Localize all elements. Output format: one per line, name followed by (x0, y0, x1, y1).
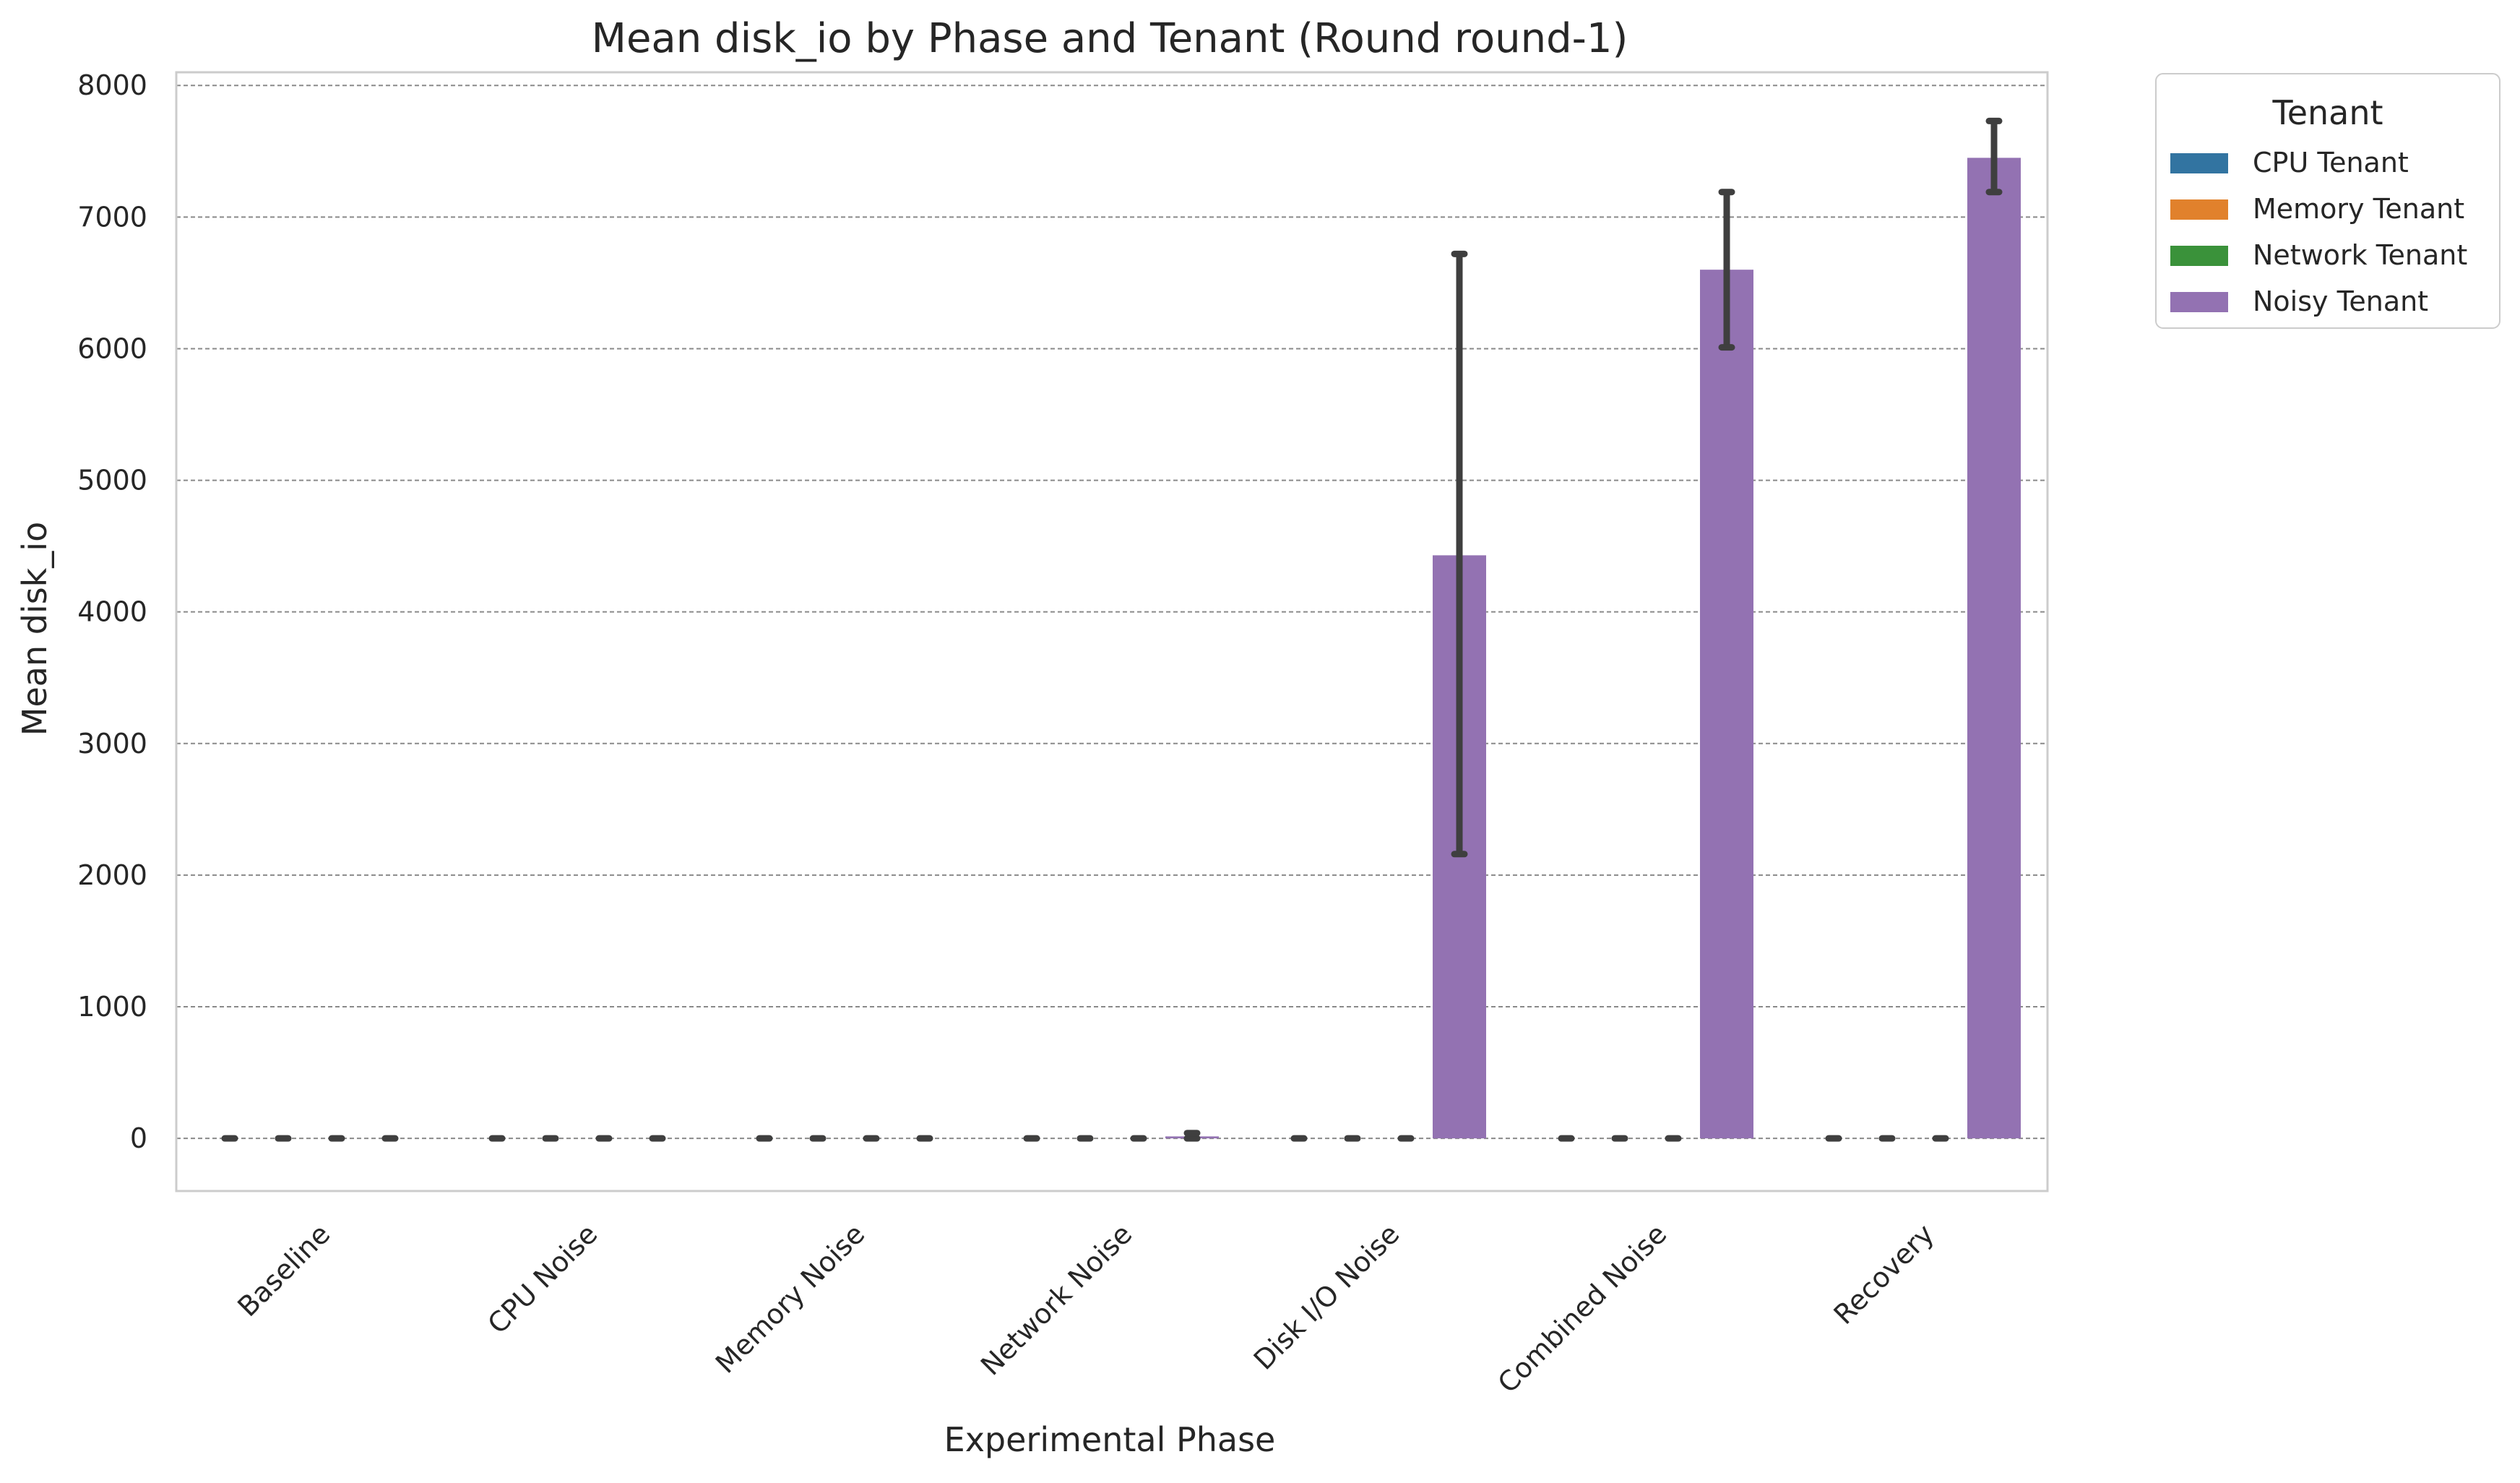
y-tick-label: 1000 (77, 991, 147, 1023)
y-tick-label: 4000 (77, 596, 147, 628)
legend-label: Network Tenant (2253, 239, 2467, 271)
x-tick-label: Network Noise (975, 1218, 1138, 1381)
y-tick-label: 0 (130, 1122, 147, 1154)
y-tick-label: 8000 (77, 69, 147, 101)
legend-swatch (2170, 199, 2228, 220)
x-axis-label: Experimental Phase (944, 1420, 1276, 1459)
gridlines (176, 85, 2048, 1140)
y-tick-label: 3000 (77, 728, 147, 760)
x-tick-label: CPU Noise (482, 1218, 604, 1340)
y-axis-ticks: 0 1000 2000 3000 4000 5000 6000 7000 8000 (77, 69, 147, 1154)
x-tick-label: Disk I/O Noise (1248, 1218, 1406, 1376)
legend: Tenant CPU Tenant Memory Tenant Network Te… (2155, 73, 2500, 329)
error-bars (221, 117, 2003, 1142)
bar (1700, 270, 1753, 1139)
legend-label: CPU Tenant (2253, 147, 2409, 179)
y-tick-label: 5000 (77, 465, 147, 497)
chart-title: Mean disk_io by Phase and Tenant (Round … (592, 15, 1628, 62)
x-tick-label: Memory Noise (709, 1218, 871, 1379)
legend-swatch (2170, 246, 2228, 266)
bars (203, 158, 2021, 1139)
legend-label: Noisy Tenant (2253, 285, 2428, 317)
legend-swatch (2170, 153, 2228, 173)
y-tick-label: 6000 (77, 332, 147, 364)
bar (1967, 158, 2021, 1139)
x-tick-label: Combined Noise (1492, 1218, 1673, 1399)
legend-frame (2155, 73, 2500, 329)
y-tick-label: 2000 (77, 859, 147, 891)
x-axis-ticks: Baseline CPU Noise Memory Noise Network Noi… (231, 1218, 1940, 1399)
y-axis-label: Mean disk_io (15, 522, 54, 736)
legend-swatch (2170, 292, 2228, 312)
x-tick-label: Baseline (231, 1218, 336, 1323)
x-tick-label: Recovery (1828, 1218, 1941, 1331)
legend-title: Tenant (2271, 93, 2383, 132)
plot-frame (175, 71, 2049, 1192)
legend-label: Memory Tenant (2253, 193, 2464, 225)
y-tick-label: 7000 (77, 201, 147, 233)
